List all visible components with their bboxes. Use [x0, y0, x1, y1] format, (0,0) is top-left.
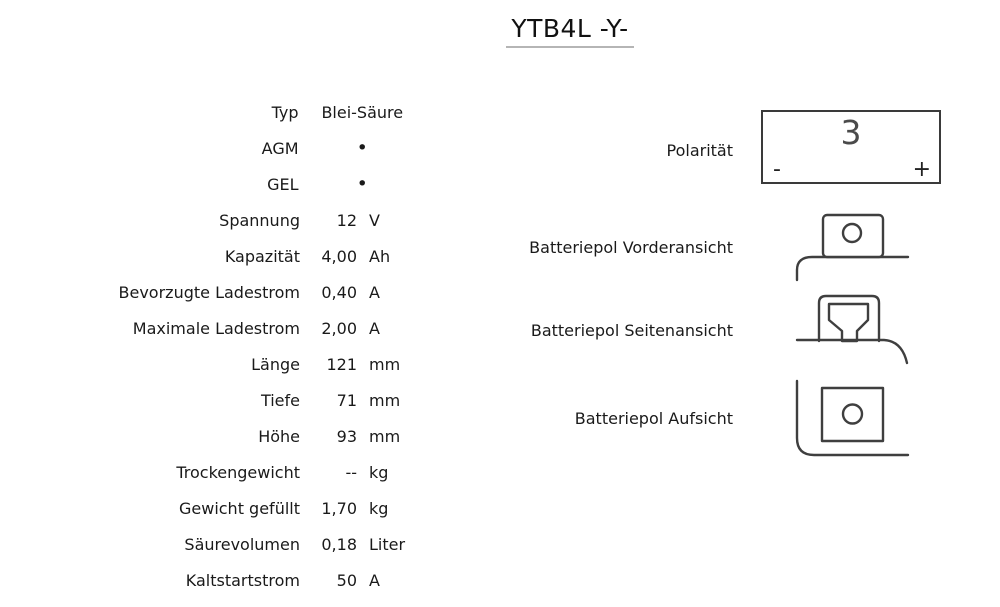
- spec-value: 93: [336, 426, 357, 446]
- front-battery-edge: [795, 255, 910, 282]
- side-battery-edge: [795, 338, 909, 365]
- spec-unit: mm: [369, 426, 401, 446]
- spec-row-spannung: Spannung 12 V: [0, 202, 430, 238]
- spec-value: 121: [326, 354, 357, 374]
- spec-label: Bevorzugte Ladestrom: [118, 282, 300, 302]
- spec-row-gewicht-gefuellt: Gewicht gefüllt 1,70 kg: [0, 490, 430, 526]
- front-terminal-block: [821, 213, 885, 259]
- spec-row-hoehe: Höhe 93 mm: [0, 418, 430, 454]
- spec-value: 2,00: [321, 318, 357, 338]
- front-view-label: Batteriepol Vorderansicht: [529, 238, 733, 257]
- spec-label: Gewicht gefüllt: [178, 498, 300, 518]
- spec-unit: Ah: [369, 246, 391, 266]
- spec-row-typ: Typ Blei-Säure: [0, 94, 430, 130]
- spec-unit: mm: [369, 390, 401, 410]
- spec-label: AGM: [261, 138, 299, 158]
- spec-unit: Liter: [369, 534, 406, 554]
- spec-value: 4,00: [321, 246, 357, 266]
- spec-row-agm: AGM •: [0, 130, 430, 166]
- polarity-label: Polarität: [666, 141, 734, 160]
- spec-row-kapazitaet: Kapazität 4,00 Ah: [0, 238, 430, 274]
- spec-row-laenge: Länge 121 mm: [0, 346, 430, 382]
- spec-unit: kg: [369, 462, 389, 482]
- spec-value: 0,40: [321, 282, 357, 302]
- battery-top-view-icon: [795, 379, 910, 457]
- spec-value: 50: [336, 570, 357, 590]
- polarity-plus-sign: +: [912, 157, 931, 182]
- top-terminal-square: [820, 386, 885, 443]
- page-title: YTB4L -Y-: [506, 14, 634, 48]
- top-view-label: Batteriepol Aufsicht: [574, 409, 733, 428]
- spec-table: Typ Blei-Säure AGM • GEL • Spannung 12 V…: [0, 94, 430, 598]
- spec-row-tiefe: Tiefe 71 mm: [0, 382, 430, 418]
- spec-unit: kg: [369, 498, 389, 518]
- polarity-minus-sign: -: [773, 157, 781, 182]
- top-battery-corner: [795, 379, 910, 457]
- spec-row-maximale-ladestrom: Maximale Ladestrom 2,00 A: [0, 310, 430, 346]
- spec-value: 0,18: [321, 534, 357, 554]
- spec-unit: A: [369, 318, 380, 338]
- battery-side-view-icon: [795, 294, 909, 365]
- spec-label: Säurevolumen: [184, 534, 300, 554]
- title-area: YTB4L -Y-: [140, 14, 1000, 48]
- spec-value: 12: [336, 210, 357, 230]
- spec-label: Kaltstartstrom: [185, 570, 300, 590]
- spec-label: Tiefe: [260, 390, 300, 410]
- polarity-box: 3 - +: [761, 110, 941, 184]
- spec-row-bevorzugte-ladestrom: Bevorzugte Ladestrom 0,40 A: [0, 274, 430, 310]
- spec-label: Länge: [251, 354, 300, 374]
- spec-label: Kapazität: [224, 246, 300, 266]
- agm-bullet-icon: •: [356, 137, 368, 159]
- spec-unit: mm: [369, 354, 401, 374]
- polarity-value: 3: [840, 113, 862, 152]
- spec-label: Höhe: [258, 426, 300, 446]
- side-view-label: Batteriepol Seitenansicht: [530, 321, 733, 340]
- side-pole-housing: [817, 294, 881, 343]
- spec-unit: A: [369, 282, 380, 302]
- spec-label: Trockengewicht: [176, 462, 300, 482]
- spec-row-saeurevolumen: Säurevolumen 0,18 Liter: [0, 526, 430, 562]
- battery-pole-diagrams: [795, 213, 910, 457]
- spec-row-gel: GEL •: [0, 166, 430, 202]
- spec-row-kaltstartstrom: Kaltstartstrom 50 A: [0, 562, 430, 598]
- spec-label: Typ: [271, 102, 299, 122]
- spec-value: Blei-Säure: [321, 102, 404, 122]
- spec-value: 71: [336, 390, 357, 410]
- gel-bullet-icon: •: [356, 173, 368, 195]
- spec-value: --: [345, 462, 357, 482]
- spec-label: Spannung: [219, 210, 300, 230]
- battery-front-view-icon: [795, 213, 910, 282]
- spec-value: 1,70: [321, 498, 357, 518]
- spec-label: GEL: [267, 174, 299, 194]
- front-terminal-hole: [841, 222, 863, 244]
- spec-unit: V: [369, 210, 380, 230]
- top-terminal-hole: [841, 403, 864, 425]
- spec-row-trockengewicht: Trockengewicht -- kg: [0, 454, 430, 490]
- spec-label: Maximale Ladestrom: [132, 318, 300, 338]
- side-pole-inner: [827, 302, 870, 343]
- spec-unit: A: [369, 570, 380, 590]
